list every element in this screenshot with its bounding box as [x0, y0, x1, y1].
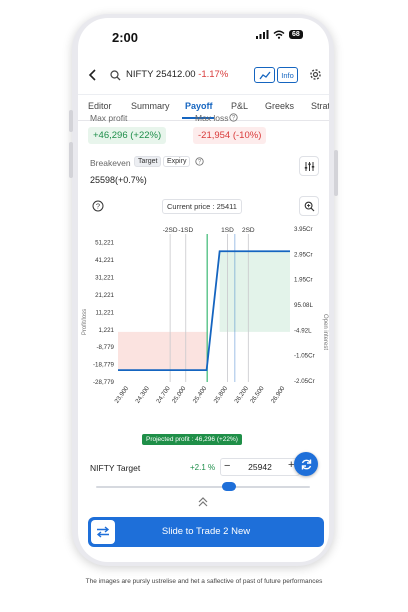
- symbol-search[interactable]: NIFTY 25412.00 -1.17%: [126, 69, 228, 80]
- zoom-button[interactable]: [299, 196, 319, 216]
- y-tick-label: 31,221: [95, 275, 114, 282]
- disclaimer-text: The images are pursly ustrelise and het …: [85, 578, 323, 585]
- payoff-chart[interactable]: -2SD -1SD 1SD 2SD 51,221 41,221 31,221 21,221 11…: [78, 222, 329, 420]
- signal-icon: [256, 30, 269, 39]
- tab-bar: Editor Summary Payoff P&L Greeks Strat: [78, 96, 329, 121]
- tab-editor[interactable]: Editor: [88, 101, 112, 111]
- sd-marker-label: 1SD: [221, 227, 234, 234]
- target-value-input[interactable]: 25942: [248, 462, 272, 472]
- y-tick-label: -8,779: [96, 344, 114, 351]
- current-price-tag: Current price : 25411: [162, 199, 242, 214]
- search-icon[interactable]: [110, 70, 121, 81]
- chart-toggle-button[interactable]: [254, 67, 275, 83]
- symbol-label: NIFTY 25412.00: [126, 69, 196, 80]
- help-icon[interactable]: ?: [229, 113, 238, 122]
- sliders-icon: [304, 161, 314, 171]
- chart-help-button[interactable]: ?: [89, 197, 107, 215]
- side-button: [334, 150, 338, 196]
- status-time: 2:00: [112, 30, 139, 45]
- tab-payoff[interactable]: Payoff: [185, 101, 213, 111]
- target-stepper: − 25942 +: [220, 458, 300, 476]
- sd-marker-label: -2SD: [163, 227, 178, 234]
- max-profit-value: +46,296 (+22%): [88, 127, 167, 144]
- y2-tick-label: -2.05Cr: [294, 378, 315, 385]
- sd-marker-label: 2SD: [242, 227, 255, 234]
- y-tick-label: -28,779: [93, 379, 115, 386]
- y2-tick-label: 3.95Cr: [294, 226, 313, 233]
- y2-tick-label: -4.92L: [294, 327, 312, 334]
- refresh-icon: [301, 459, 311, 469]
- x-tick-label: 25,000: [171, 385, 188, 405]
- breakeven-expiry-toggle[interactable]: Expiry: [163, 156, 191, 167]
- info-label: Info: [281, 70, 294, 80]
- help-icon: ?: [92, 200, 104, 212]
- max-loss-value: -21,954 (-10%): [193, 127, 267, 144]
- projected-profit-badge: Projected profit : 46,296 (+22%): [142, 434, 242, 445]
- breakeven-label: Breakeven: [90, 158, 131, 168]
- slide-to-trade-button[interactable]: Slide to Trade 2 New: [88, 517, 324, 547]
- x-tick-label: 25,400: [192, 385, 209, 405]
- slide-to-trade-label: Slide to Trade 2 New: [161, 526, 251, 537]
- expand-chevron-icon[interactable]: [197, 496, 209, 508]
- target-change: +2.1 %: [190, 463, 216, 472]
- sd-marker-label: -1SD: [178, 227, 193, 234]
- svg-text:?: ?: [198, 160, 202, 166]
- y-tick-label: 51,221: [95, 240, 114, 247]
- y-tick-label: -18,779: [93, 362, 115, 369]
- status-bar: 2:00 68: [78, 18, 329, 56]
- trend-chart-icon: [258, 71, 271, 79]
- breakeven-value: 25598(+0.7%): [90, 175, 147, 185]
- settings-gear-icon[interactable]: [309, 68, 322, 81]
- tab-pnl[interactable]: P&L: [231, 101, 249, 111]
- back-arrow-icon[interactable]: [88, 69, 98, 81]
- loss-region: [118, 331, 208, 371]
- x-tick-label: 26,500: [249, 385, 266, 405]
- x-tick-label: 23,900: [113, 385, 130, 405]
- svg-text:?: ?: [232, 116, 236, 122]
- svg-text:?: ?: [96, 202, 100, 211]
- status-icons: 68: [256, 30, 303, 39]
- tab-strategy[interactable]: Strat: [311, 101, 329, 111]
- x-tick-label: 26,900: [270, 385, 287, 405]
- top-bar: NIFTY 25412.00 -1.17% Info: [78, 58, 329, 95]
- battery-icon: 68: [289, 30, 303, 39]
- breakeven-target-toggle[interactable]: Target: [134, 156, 162, 167]
- target-slider-track[interactable]: [96, 486, 310, 488]
- max-profit-label: Max profit: [90, 113, 128, 123]
- y-tick-label: 1,221: [99, 327, 115, 334]
- tab-summary[interactable]: Summary: [131, 101, 170, 111]
- y2-axis-title: Open interest: [322, 314, 328, 350]
- x-tick-label: 26,200: [233, 385, 250, 405]
- y2-tick-label: -1.05Cr: [294, 353, 315, 360]
- side-button: [69, 110, 73, 132]
- profit-region: [219, 251, 290, 332]
- side-button: [69, 142, 73, 178]
- y-tick-label: 11,221: [96, 309, 115, 316]
- zoom-in-icon: [304, 201, 314, 211]
- target-slider-thumb[interactable]: [221, 482, 236, 491]
- y-axis-title: Profit/loss: [82, 309, 88, 335]
- y2-tick-label: 2.95Cr: [294, 251, 313, 258]
- swap-arrows-icon[interactable]: [91, 520, 115, 544]
- info-button[interactable]: Info: [277, 67, 298, 83]
- x-tick-label: 25,800: [212, 385, 229, 405]
- x-tick-label: 24,300: [134, 385, 151, 405]
- y-tick-label: 21,221: [95, 292, 114, 299]
- symbol-change: -1.17%: [198, 69, 229, 80]
- refresh-button[interactable]: [294, 452, 318, 476]
- wifi-icon: [273, 30, 285, 39]
- active-tab-indicator: [182, 117, 214, 119]
- y2-tick-label: 95.08L: [294, 302, 313, 309]
- max-loss-label: Max loss: [195, 113, 229, 123]
- filter-button[interactable]: [299, 156, 319, 176]
- target-label: NIFTY Target: [90, 463, 141, 473]
- tab-greeks[interactable]: Greeks: [265, 101, 295, 111]
- payoff-line: [118, 250, 290, 372]
- x-tick-label: 24,700: [155, 385, 172, 405]
- increment-button[interactable]: +: [288, 459, 295, 471]
- y2-tick-label: 1.95Cr: [294, 277, 313, 284]
- help-icon[interactable]: ?: [195, 157, 204, 166]
- decrement-button[interactable]: −: [224, 460, 231, 472]
- y-tick-label: 41,221: [95, 257, 114, 264]
